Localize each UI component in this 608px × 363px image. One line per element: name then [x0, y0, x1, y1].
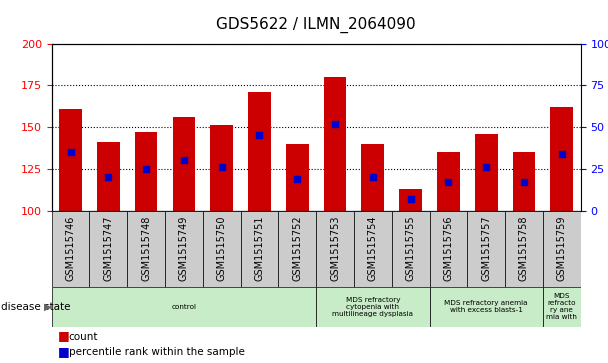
Bar [52, 287, 316, 327]
Text: GSM1515750: GSM1515750 [216, 216, 227, 281]
Point [444, 179, 454, 185]
Text: GSM1515759: GSM1515759 [557, 216, 567, 281]
Bar [241, 211, 278, 287]
Bar [97, 142, 120, 211]
Text: GSM1515747: GSM1515747 [103, 216, 113, 281]
Bar [362, 144, 384, 211]
Point [519, 179, 529, 185]
Bar [89, 211, 127, 287]
Bar [550, 107, 573, 211]
Bar [316, 287, 429, 327]
Point [482, 164, 491, 170]
Bar [286, 144, 309, 211]
Bar [543, 211, 581, 287]
Text: MDS refractory anemia
with excess blasts-1: MDS refractory anemia with excess blasts… [444, 300, 528, 313]
Text: ■: ■ [58, 345, 69, 358]
Text: GSM1515752: GSM1515752 [292, 216, 302, 281]
Text: control: control [171, 304, 196, 310]
Text: GSM1515749: GSM1515749 [179, 216, 189, 281]
Point [141, 166, 151, 172]
Bar [248, 92, 271, 211]
Point [292, 176, 302, 182]
Text: GSM1515756: GSM1515756 [443, 216, 454, 281]
Bar [135, 132, 157, 211]
Text: disease state: disease state [1, 302, 71, 312]
Bar [52, 211, 89, 287]
Text: GSM1515746: GSM1515746 [66, 216, 75, 281]
Bar [165, 211, 203, 287]
Bar [513, 152, 535, 211]
Text: GDS5622 / ILMN_2064090: GDS5622 / ILMN_2064090 [216, 16, 416, 33]
Bar [429, 211, 468, 287]
Point [217, 164, 227, 170]
Bar [173, 117, 195, 211]
Text: GSM1515748: GSM1515748 [141, 216, 151, 281]
Text: ▶: ▶ [44, 302, 52, 312]
Bar [429, 287, 543, 327]
Bar [399, 189, 422, 211]
Text: GSM1515751: GSM1515751 [255, 216, 264, 281]
Bar [203, 211, 241, 287]
Point [179, 158, 188, 163]
Bar [316, 211, 354, 287]
Text: GSM1515754: GSM1515754 [368, 216, 378, 281]
Bar [59, 109, 82, 211]
Point [103, 174, 113, 180]
Text: count: count [69, 331, 98, 342]
Text: GSM1515757: GSM1515757 [481, 216, 491, 281]
Bar [278, 211, 316, 287]
Text: ■: ■ [58, 329, 69, 342]
Text: GSM1515758: GSM1515758 [519, 216, 529, 281]
Bar [468, 211, 505, 287]
Bar [127, 211, 165, 287]
Bar [323, 77, 347, 211]
Bar [392, 211, 429, 287]
Bar [543, 287, 581, 327]
Point [406, 196, 415, 202]
Point [368, 174, 378, 180]
Point [557, 151, 567, 157]
Bar [475, 134, 497, 211]
Text: percentile rank within the sample: percentile rank within the sample [69, 347, 244, 357]
Text: GSM1515755: GSM1515755 [406, 216, 416, 281]
Bar [505, 211, 543, 287]
Bar [210, 125, 233, 211]
Bar [354, 211, 392, 287]
Point [255, 132, 264, 138]
Text: MDS refractory
cytopenia with
multilineage dysplasia: MDS refractory cytopenia with multilinea… [333, 297, 413, 317]
Text: MDS
refracto
ry ane
mia with: MDS refracto ry ane mia with [547, 293, 577, 320]
Point [330, 121, 340, 127]
Text: GSM1515753: GSM1515753 [330, 216, 340, 281]
Bar [437, 152, 460, 211]
Point [66, 149, 75, 155]
